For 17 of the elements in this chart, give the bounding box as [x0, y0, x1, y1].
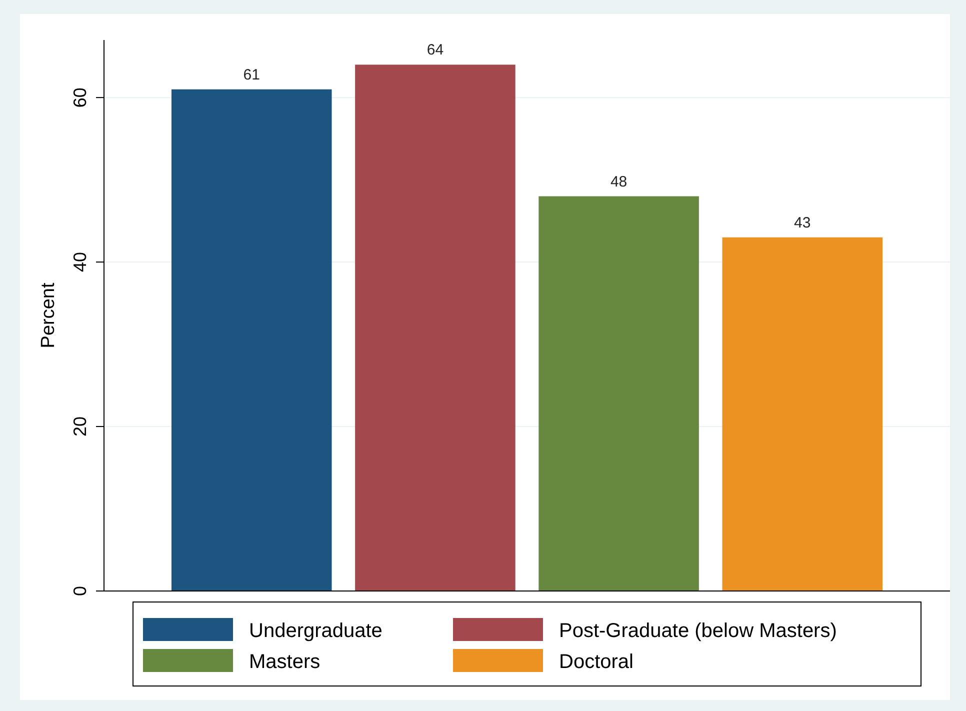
- legend-label: Doctoral: [559, 651, 634, 673]
- y-tick-label: 0: [70, 586, 90, 596]
- bar: [171, 89, 332, 591]
- legend-label: Undergraduate: [249, 620, 382, 642]
- data-label: 48: [610, 173, 628, 190]
- y-axis-title: Percent: [38, 282, 59, 348]
- data-label: 64: [426, 42, 444, 59]
- bar: [538, 196, 699, 591]
- y-tick-label: 40: [70, 252, 90, 272]
- legend-label: Post-Graduate (below Masters): [559, 620, 837, 642]
- data-label: 43: [794, 214, 811, 232]
- y-tick-label: 60: [70, 88, 90, 108]
- y-tick-label: 20: [70, 416, 90, 437]
- data-label: 61: [243, 66, 260, 84]
- bar: [722, 237, 883, 591]
- bar: [355, 64, 516, 591]
- legend-label: Masters: [249, 651, 320, 673]
